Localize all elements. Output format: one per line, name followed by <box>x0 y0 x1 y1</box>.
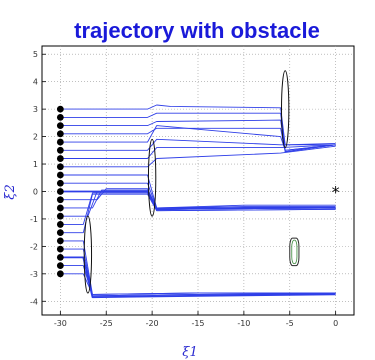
trajectory-line-6 <box>60 138 336 151</box>
start-point-17 <box>56 237 64 245</box>
plot-area: -30 -25 -20 -15 -10 -5 0 5 4 3 2 1 0 -1 -2 -3 -4 * <box>30 45 355 328</box>
chart-title: trajectory with obstacle <box>74 18 320 43</box>
y-tick-label: 3 <box>33 105 38 114</box>
x-tick-label: -10 <box>237 319 250 328</box>
start-point-7 <box>56 155 64 162</box>
trajectory-line-8 <box>60 145 336 168</box>
y-tick-label: 4 <box>33 78 38 87</box>
start-point-5 <box>56 138 64 146</box>
target-star: * <box>332 182 340 201</box>
obstacle-inner-4 <box>291 239 298 264</box>
grid-lines <box>42 46 354 315</box>
y-tick-label: -1 <box>30 215 38 224</box>
y-tick-label: -2 <box>30 242 38 251</box>
x-tick-label: -30 <box>54 319 67 328</box>
start-point-16 <box>56 229 64 237</box>
start-points <box>56 105 64 278</box>
x-axis-ticks: -30 -25 -20 -15 -10 -5 0 <box>54 311 338 328</box>
target: * <box>332 182 340 201</box>
y-tick-label: 1 <box>33 160 38 169</box>
start-point-8 <box>56 163 64 171</box>
start-point-12 <box>56 196 64 204</box>
start-point-18 <box>56 245 64 253</box>
x-tick-label: -25 <box>100 319 113 328</box>
y-tick-label: 5 <box>33 50 38 59</box>
start-point-10 <box>56 179 64 187</box>
trajectory-line-19 <box>60 256 336 299</box>
axes-frame <box>41 45 355 316</box>
x-axis-label-text: ξ1 <box>182 345 197 360</box>
obstacle-3 <box>281 70 290 149</box>
y-tick-label: 2 <box>33 133 38 142</box>
y-axis-label-text: ξ2 <box>3 184 18 199</box>
start-point-3 <box>56 122 64 130</box>
x-tick-label: -15 <box>191 319 204 328</box>
start-point-9 <box>56 171 64 179</box>
obstacle-1 <box>83 215 93 294</box>
start-point-2 <box>56 113 64 121</box>
start-point-19 <box>56 253 64 261</box>
start-point-11 <box>56 188 64 195</box>
start-point-15 <box>56 221 64 228</box>
y-tick-label: -4 <box>30 297 38 306</box>
y-axis-label: ξ2 <box>3 184 18 199</box>
trajectory-line-16 <box>60 193 336 234</box>
trajectory-line-4 <box>60 127 336 153</box>
trajectory-line-14 <box>60 191 336 217</box>
obstacle-4 <box>289 237 300 267</box>
x-tick-label: -5 <box>286 319 294 328</box>
y-axis-ticks: 5 4 3 2 1 0 -1 -2 -3 -4 <box>30 50 46 306</box>
trajectory-line-20 <box>60 265 336 297</box>
start-point-14 <box>56 212 64 220</box>
start-point-6 <box>56 146 64 154</box>
x-tick-label: -20 <box>146 319 159 328</box>
start-point-20 <box>56 262 64 269</box>
trajectory-line-7 <box>60 144 336 159</box>
obstacle-2 <box>147 138 157 217</box>
y-tick-label: 0 <box>33 187 38 196</box>
obstacles <box>83 70 300 294</box>
start-point-1 <box>56 105 64 113</box>
x-axis-label: ξ1 <box>182 345 197 360</box>
x-tick-label: 0 <box>333 319 338 328</box>
trajectory-line-21 <box>60 273 336 295</box>
trajectory-series <box>60 104 336 299</box>
start-point-4 <box>56 130 64 138</box>
y-tick-label: -3 <box>30 270 38 279</box>
trajectory-line-5 <box>60 125 336 151</box>
start-point-13 <box>56 204 64 212</box>
start-point-21 <box>56 270 64 278</box>
